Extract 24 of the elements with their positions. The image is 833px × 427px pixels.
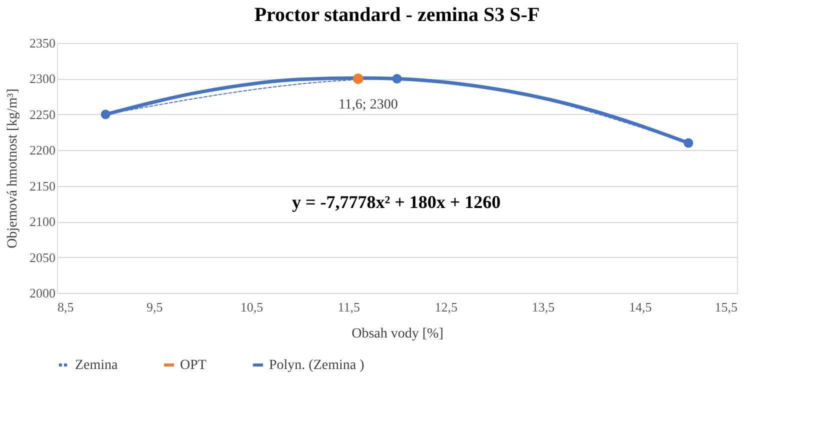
legend-label: Polyn. (Zemina ) <box>269 358 365 373</box>
y-tick-label: 2050 <box>30 250 56 265</box>
y-tick-label: 2000 <box>30 286 56 300</box>
y-tick-label: 2300 <box>30 71 56 86</box>
legend-label: OPT <box>180 358 207 373</box>
y-axis-title: Objemová hmotnost [kg/m³] <box>6 88 20 248</box>
y-tick-label: 2250 <box>30 106 56 122</box>
x-tick-label: 9,5 <box>146 300 163 314</box>
x-axis-title: Obsah vody [%] <box>352 326 444 342</box>
chart-title: Proctor standard - zemina S3 S-F <box>254 4 540 26</box>
y-tick-label: 2100 <box>30 214 56 230</box>
annotation: y = -7,7778x² + 180x + 1260 <box>292 192 501 212</box>
legend-label: Zemina <box>75 358 119 373</box>
x-tick-label: 10,5 <box>240 300 264 314</box>
annotation: 11,6; 2300 <box>338 98 398 113</box>
x-tick-label: 13,5 <box>532 300 555 314</box>
x-tick-label: 15,5 <box>714 300 738 314</box>
y-tick-label: 2150 <box>30 178 56 194</box>
x-tick-label: 14,5 <box>628 300 652 314</box>
x-tick-label: 12,5 <box>434 300 458 314</box>
x-tick-label: 11,5 <box>338 300 360 314</box>
y-tick-label: 2200 <box>30 142 56 158</box>
x-tick-label: 8,5 <box>58 300 74 314</box>
y-tick-label: 2350 <box>30 36 56 50</box>
